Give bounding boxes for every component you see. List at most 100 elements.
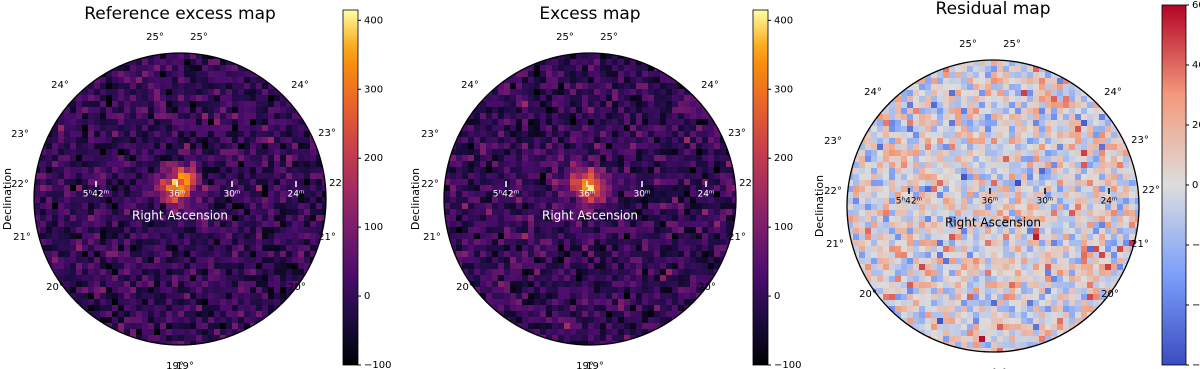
map-pixel [124,269,131,276]
map-pixel [184,167,191,174]
map-pixel [1075,150,1082,157]
map-pixel [226,137,233,144]
map-pixel [534,281,541,288]
map-pixel [660,287,667,294]
map-pixel [130,191,137,198]
map-pixel [178,275,185,282]
map-pixel [480,281,487,288]
map-pixel [100,245,107,252]
map-pixel [190,257,197,264]
map-pixel [979,156,986,163]
map-pixel [190,287,197,294]
map-pixel [220,143,227,150]
panel-title: Residual map [936,0,1051,19]
map-pixel [70,287,77,294]
map-pixel [274,173,281,180]
map-pixel [1081,114,1088,121]
map-pixel [184,113,191,120]
map-pixel [202,89,209,96]
map-pixel [118,143,125,150]
map-pixel [262,233,269,240]
map-pixel [889,120,896,127]
map-pixel [88,317,95,324]
map-pixel [232,203,239,210]
map-pixel [522,95,529,102]
map-pixel [546,323,553,330]
map-pixel [130,275,137,282]
map-pixel [552,245,559,252]
map-pixel [492,95,499,102]
map-pixel [654,287,661,294]
map-pixel [172,107,179,114]
map-pixel [118,245,125,252]
map-pixel [696,221,703,228]
map-pixel [636,233,643,240]
top-label: 25° [146,32,164,43]
map-pixel [1045,90,1052,97]
map-pixel [901,132,908,139]
map-pixel [462,185,469,192]
map-pixel [558,329,565,336]
map-pixel [160,65,167,72]
map-pixel [504,269,511,276]
map-pixel [648,77,655,84]
map-pixel [154,167,161,174]
map-pixel [64,233,71,240]
map-pixel [714,149,721,156]
map-pixel [690,179,697,186]
map-pixel [546,191,553,198]
map-pixel [160,107,167,114]
map-pixel [672,245,679,252]
map-pixel [232,83,239,90]
map-pixel [166,311,173,318]
map-pixel [919,108,926,115]
map-pixel [244,245,251,252]
map-pixel [522,83,529,90]
map-pixel [576,71,583,78]
map-pixel [901,120,908,127]
map-pixel [504,125,511,132]
map-pixel [570,323,577,330]
map-pixel [244,227,251,234]
map-pixel [1039,108,1046,115]
map-pixel [70,155,77,162]
map-pixel [274,311,281,318]
map-pixel [708,173,715,180]
map-pixel [648,323,655,330]
map-pixel [220,245,227,252]
map-pixel [955,144,962,151]
map-pixel [262,113,269,120]
map-pixel [588,155,595,162]
map-pixel [654,167,661,174]
map-pixel [40,197,47,204]
map-pixel [528,215,535,222]
map-pixel [498,155,505,162]
map-pixel [997,66,1004,73]
map-pixel [600,335,607,342]
map-pixel [226,89,233,96]
map-pixel [154,101,161,108]
map-pixel [853,192,860,199]
map-pixel [1117,180,1124,187]
map-pixel [142,257,149,264]
map-pixel [154,317,161,324]
map-pixel [148,149,155,156]
map-pixel [666,185,673,192]
map-pixel [690,269,697,276]
map-pixel [220,119,227,126]
map-pixel [456,167,463,174]
map-pixel [600,227,607,234]
map-pixel [931,156,938,163]
map-pixel [202,155,209,162]
map-pixel [666,197,673,204]
map-pixel [534,71,541,78]
map-pixel [226,125,233,132]
map-pixel [76,173,83,180]
map-pixel [594,281,601,288]
map-pixel [166,167,173,174]
map-pixel [456,161,463,168]
map-pixel [630,89,637,96]
map-pixel [684,233,691,240]
map-pixel [262,155,269,162]
map-pixel [172,83,179,90]
